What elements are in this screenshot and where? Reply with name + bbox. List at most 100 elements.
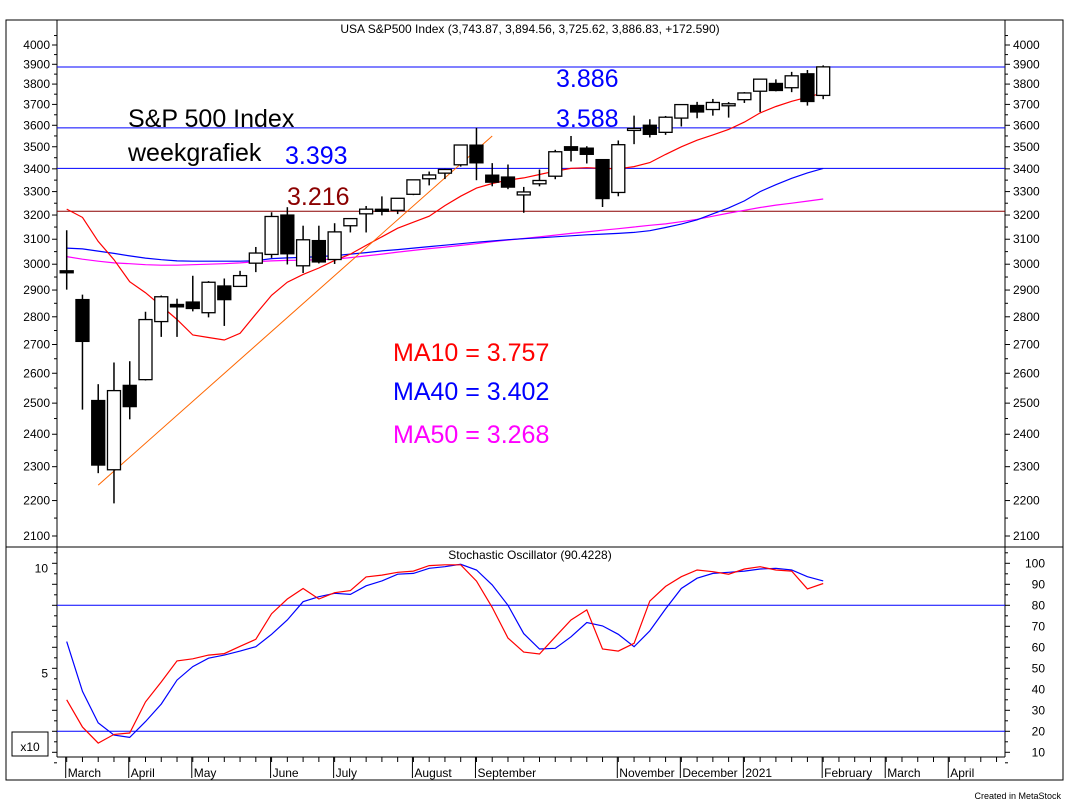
candle-body	[422, 174, 437, 180]
y-tick-label-right: 3100	[1013, 232, 1040, 246]
candle-body	[532, 179, 547, 185]
candle-body	[437, 168, 453, 174]
osc-tick-label: 50	[1032, 661, 1046, 675]
candle-body	[295, 239, 311, 267]
candle	[752, 78, 768, 113]
annotation-3588: 3.588	[556, 105, 619, 133]
y-tick-label-right: 3000	[1013, 257, 1040, 271]
candle	[106, 362, 122, 504]
candle-body	[453, 144, 468, 166]
y-tick-label-left: 3000	[23, 257, 50, 271]
candle	[91, 384, 106, 474]
candle-body	[59, 270, 74, 274]
y-tick-label-left: 2700	[23, 337, 50, 351]
x-tick-label: April	[131, 766, 155, 780]
x-tick-label: June	[273, 766, 299, 780]
candle-body	[406, 179, 421, 195]
candle	[563, 135, 579, 162]
y-tick-label-left: 3100	[23, 232, 50, 246]
y-tick-label-right: 4000	[1013, 38, 1040, 52]
osc-tick-label: 100	[1025, 556, 1045, 570]
candle	[311, 225, 327, 264]
candle	[248, 246, 263, 273]
y-tick-label-right: 3800	[1013, 77, 1040, 91]
candle	[721, 102, 736, 118]
candle-body	[816, 66, 831, 97]
y-tick-label-right: 3900	[1013, 57, 1040, 71]
candle	[422, 171, 437, 186]
osc-tick-label: 70	[1032, 619, 1046, 633]
candle	[201, 281, 216, 318]
trendline	[97, 135, 493, 486]
candle	[658, 115, 673, 135]
candle	[579, 146, 594, 164]
candle	[548, 149, 563, 180]
osc-tick-label: 80	[1032, 598, 1046, 612]
y-tick-label-left: 2400	[23, 427, 50, 441]
y-tick-label-left: 3200	[23, 208, 50, 222]
y-tick-label-right: 3300	[1013, 185, 1040, 199]
stochastic-d-line	[66, 563, 824, 739]
candle	[390, 197, 405, 215]
candle	[327, 223, 342, 264]
candle	[674, 103, 689, 127]
x-tick-label: August	[414, 766, 452, 780]
annotation-3216: 3.216	[287, 183, 350, 211]
footer-credit: Created in MetaStock	[974, 791, 1061, 801]
y-tick-label-right: 3400	[1013, 162, 1040, 176]
candle-body	[626, 127, 642, 132]
candle	[358, 205, 374, 233]
candle	[516, 186, 531, 213]
ma10-label: MA10 = 3.757	[393, 339, 549, 367]
chart-title: USA S&P500 Index (3,743.87, 3,894.56, 3,…	[340, 22, 719, 36]
candle-body	[752, 78, 768, 92]
x-tick-label: April	[950, 766, 974, 780]
candle-body	[106, 389, 122, 471]
osc-left-label-5: 5	[41, 666, 48, 680]
candle	[626, 115, 642, 145]
candle-body	[705, 101, 721, 111]
y-tick-label-left: 3500	[23, 140, 50, 154]
candle-body	[469, 144, 484, 164]
candle	[737, 92, 752, 103]
ma10-line	[66, 92, 824, 341]
y-tick-label-right: 3700	[1013, 97, 1040, 111]
candle-body	[201, 281, 216, 314]
candle	[217, 278, 232, 326]
oscillator-title: Stochastic Oscillator (90.4228)	[448, 548, 611, 562]
annotation-3886: 3.886	[556, 65, 619, 93]
candle	[295, 225, 311, 273]
candle-body	[217, 285, 232, 301]
osc-scale-box	[11, 731, 49, 757]
candle	[689, 101, 705, 119]
candle-body	[169, 303, 185, 308]
candle	[185, 275, 200, 312]
candle	[500, 164, 516, 190]
candle	[75, 294, 90, 410]
candle	[469, 127, 484, 181]
y-tick-label-right: 2800	[1013, 310, 1040, 324]
stochastic-k-line	[66, 564, 824, 744]
y-tick-label-left: 3400	[23, 162, 50, 176]
candle-body	[248, 252, 263, 264]
chart-label-title: S&P 500 Index	[128, 105, 295, 133]
x-tick-label: March	[68, 766, 101, 780]
chart-frame	[5, 19, 1064, 781]
osc-tick-label: 90	[1032, 577, 1046, 591]
osc-tick-label: 30	[1032, 703, 1046, 717]
candle	[611, 140, 626, 197]
x-tick-label: 2021	[745, 766, 772, 780]
y-tick-label-right: 2400	[1013, 427, 1040, 441]
y-tick-label-right: 2700	[1013, 337, 1040, 351]
candle-body	[784, 75, 799, 89]
y-tick-label-left: 2600	[23, 366, 50, 380]
candle-body	[485, 174, 500, 183]
y-tick-label-left: 3700	[23, 97, 50, 111]
candle-body	[91, 399, 106, 466]
candle	[59, 230, 74, 290]
candle-body	[689, 104, 705, 113]
x-tick-label: November	[619, 766, 674, 780]
candle-body	[154, 296, 169, 323]
candle-body	[563, 146, 579, 151]
x-tick-label: July	[336, 766, 357, 780]
